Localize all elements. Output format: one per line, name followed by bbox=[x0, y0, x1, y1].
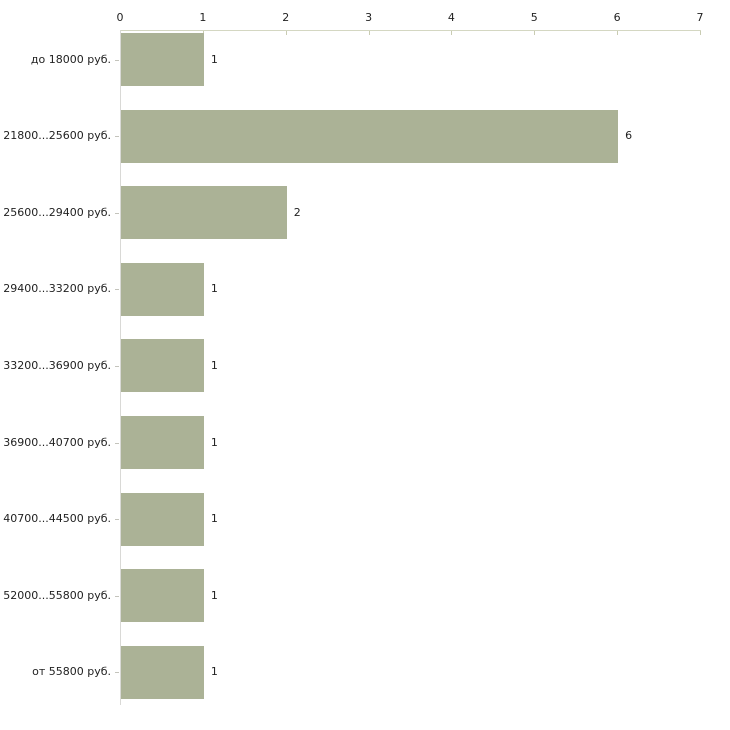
bar bbox=[121, 262, 204, 316]
x-tick-label: 6 bbox=[613, 11, 621, 24]
x-tick-label: 4 bbox=[447, 11, 455, 24]
value-label: 1 bbox=[210, 358, 218, 372]
bar bbox=[121, 416, 204, 469]
category-label: 36900...40700 руб. bbox=[3, 435, 111, 449]
bar bbox=[121, 645, 204, 699]
x-tick-label: 5 bbox=[530, 11, 538, 24]
category-label: от 55800 руб. bbox=[32, 665, 111, 679]
x-tick-mark bbox=[368, 31, 370, 35]
category-tick-mark bbox=[115, 365, 119, 367]
x-tick-mark bbox=[534, 31, 536, 35]
bar bbox=[121, 186, 287, 240]
x-tick-mark bbox=[700, 31, 701, 35]
value-label: 6 bbox=[625, 129, 633, 143]
category-tick-mark bbox=[115, 595, 119, 597]
x-tick-label: 3 bbox=[365, 11, 373, 24]
bar bbox=[121, 33, 204, 86]
bar bbox=[121, 339, 204, 393]
category-label: 40700...44500 руб. bbox=[3, 512, 111, 526]
x-tick-mark bbox=[285, 31, 287, 35]
bar bbox=[121, 492, 204, 546]
category-label: 25600...29400 руб. bbox=[3, 205, 111, 219]
y-axis-line bbox=[120, 30, 121, 705]
x-tick-label: 7 bbox=[696, 11, 704, 24]
category-tick-mark bbox=[115, 672, 119, 674]
bar bbox=[121, 109, 619, 163]
x-tick-mark bbox=[451, 31, 453, 35]
category-tick-mark bbox=[115, 442, 119, 444]
value-label: 1 bbox=[210, 512, 218, 526]
value-label: 1 bbox=[210, 588, 218, 602]
category-label: 52000...55800 руб. bbox=[3, 588, 111, 602]
category-label: до 18000 руб. bbox=[30, 52, 111, 66]
x-axis-line bbox=[120, 30, 701, 31]
x-tick-label: 0 bbox=[116, 11, 124, 24]
x-tick-label: 2 bbox=[282, 11, 290, 24]
category-label: 21800...25600 руб. bbox=[3, 129, 111, 143]
value-label: 1 bbox=[210, 52, 218, 66]
value-label: 1 bbox=[210, 435, 218, 449]
x-tick-mark bbox=[617, 31, 619, 35]
category-tick-mark bbox=[115, 136, 119, 138]
category-tick-mark bbox=[115, 59, 119, 61]
value-label: 2 bbox=[293, 205, 301, 219]
x-tick-label: 1 bbox=[199, 11, 207, 24]
category-tick-mark bbox=[115, 289, 119, 291]
category-tick-mark bbox=[115, 212, 119, 214]
category-label: 29400...33200 руб. bbox=[3, 282, 111, 296]
bar bbox=[121, 569, 204, 623]
category-label: 33200...36900 руб. bbox=[3, 358, 111, 372]
value-label: 1 bbox=[210, 665, 218, 679]
value-label: 1 bbox=[210, 282, 218, 296]
category-tick-mark bbox=[115, 519, 119, 521]
